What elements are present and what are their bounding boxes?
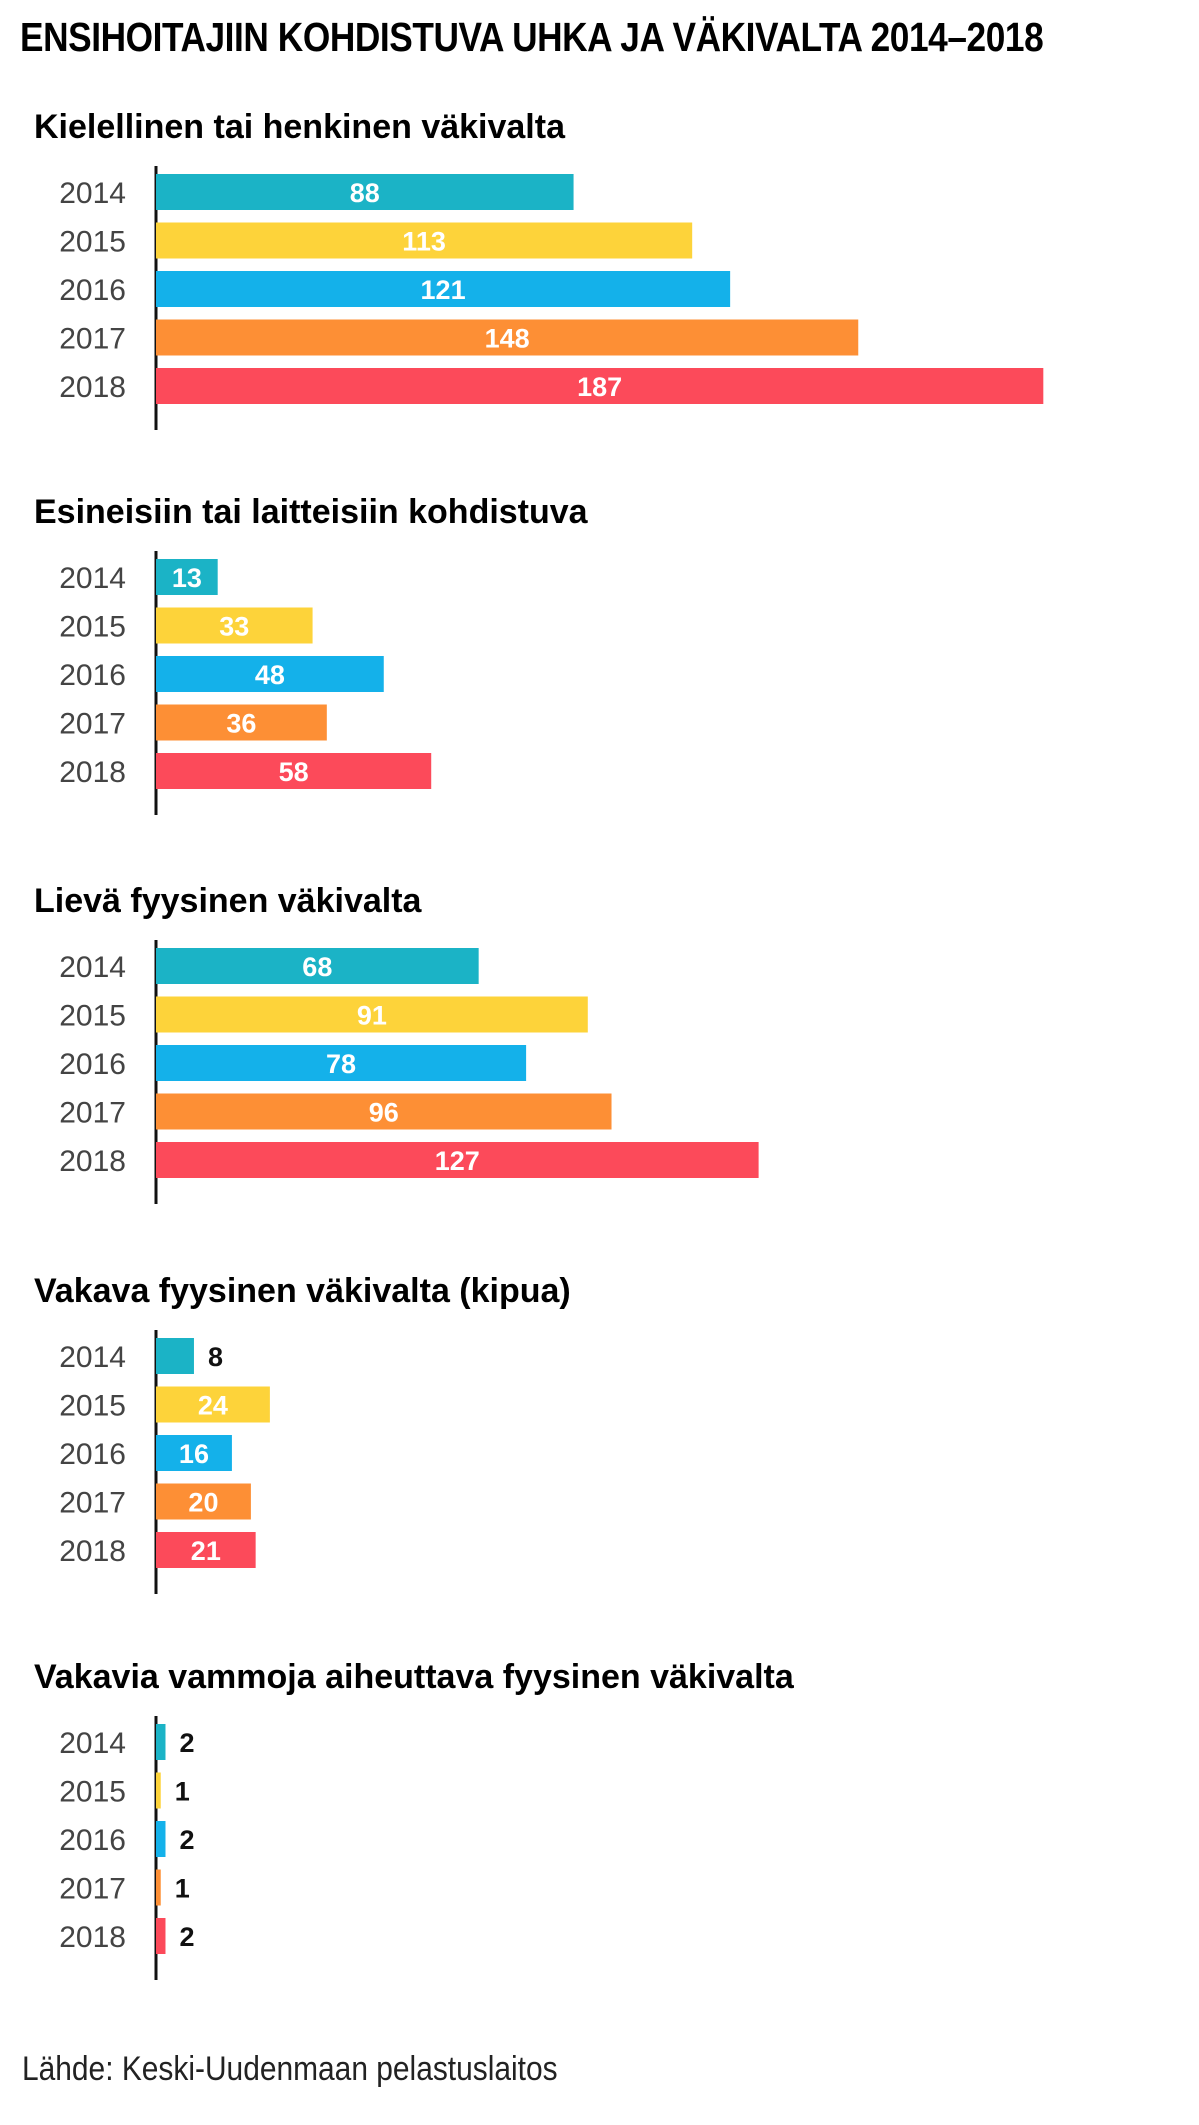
bar	[156, 1532, 256, 1568]
bar	[156, 559, 218, 595]
year-label: 2016	[59, 1824, 126, 1857]
value-label: 148	[485, 324, 530, 354]
value-label: 16	[179, 1439, 209, 1469]
year-label: 2014	[59, 951, 126, 984]
bar	[156, 753, 432, 789]
bar	[156, 222, 693, 259]
bar	[156, 1772, 161, 1809]
year-label: 2017	[59, 323, 126, 356]
year-label: 2017	[59, 708, 126, 741]
value-label: 121	[421, 275, 466, 305]
chart-panel: Vakavia vammoja aiheuttava fyysinen väki…	[34, 1658, 795, 1980]
year-label: 2018	[59, 1921, 126, 1954]
value-label: 2	[179, 1728, 194, 1758]
bar	[156, 1821, 166, 1857]
bar	[156, 174, 574, 210]
value-label: 187	[577, 372, 622, 402]
bar	[156, 1338, 194, 1374]
year-label: 2018	[59, 1535, 126, 1568]
bar	[156, 656, 384, 692]
year-label: 2014	[59, 1727, 126, 1760]
year-label: 2018	[59, 1145, 126, 1178]
year-label: 2018	[59, 756, 126, 789]
value-label: 68	[302, 952, 332, 982]
value-label: 21	[191, 1536, 221, 1566]
value-label: 2	[179, 1825, 194, 1855]
year-label: 2016	[59, 1048, 126, 1081]
bar	[156, 704, 327, 741]
year-label: 2017	[59, 1873, 126, 1906]
chart-subtitle: Lievä fyysinen väkivalta	[34, 882, 423, 920]
main-title: ENSIHOITAJIIN KOHDISTUVA UHKA JA VÄKIVAL…	[20, 14, 1044, 60]
value-label: 2	[179, 1922, 194, 1952]
value-label: 36	[226, 709, 256, 739]
value-label: 96	[369, 1098, 399, 1128]
value-label: 91	[357, 1001, 387, 1031]
year-label: 2015	[59, 1776, 126, 1809]
bar	[156, 1918, 166, 1954]
chart-subtitle: Kielellinen tai henkinen väkivalta	[34, 108, 566, 146]
year-label: 2014	[59, 562, 126, 595]
value-label: 127	[435, 1146, 480, 1176]
year-label: 2016	[59, 1438, 126, 1471]
year-label: 2015	[59, 226, 126, 259]
year-label: 2018	[59, 371, 126, 404]
value-label: 33	[219, 612, 249, 642]
value-label: 1	[175, 1777, 190, 1807]
value-label: 58	[279, 757, 309, 787]
value-label: 113	[402, 227, 446, 257]
year-label: 2017	[59, 1487, 126, 1520]
bar	[156, 271, 731, 307]
bar	[156, 368, 1044, 404]
bar	[156, 996, 588, 1033]
chart-panel: Kielellinen tai henkinen väkivalta 2014 88…	[34, 108, 1044, 430]
value-label: 1	[175, 1874, 190, 1904]
source-note: Lähde: Keski-Uudenmaan pelastuslaitos	[22, 2050, 558, 2088]
year-label: 2017	[59, 1097, 126, 1130]
chart-panel: Esineisiin tai laitteisiin kohdistuva 201…	[34, 493, 589, 815]
year-label: 2014	[59, 177, 126, 210]
year-label: 2014	[59, 1341, 126, 1374]
bar	[156, 1724, 166, 1760]
year-label: 2016	[59, 659, 126, 692]
bar	[156, 1045, 527, 1081]
value-label: 20	[188, 1488, 218, 1518]
chart-panel: Vakava fyysinen väkivalta (kipua) 2014 8 20…	[34, 1272, 571, 1594]
bar	[156, 1142, 759, 1178]
chart-subtitle: Vakavia vammoja aiheuttava fyysinen väki…	[34, 1658, 795, 1696]
bar	[156, 1483, 251, 1520]
chart-panel: Lievä fyysinen väkivalta 2014 68 2015 91 2016…	[34, 882, 759, 1204]
year-label: 2015	[59, 1390, 126, 1423]
bar	[156, 1435, 232, 1471]
value-label: 48	[255, 660, 285, 690]
value-label: 24	[198, 1391, 228, 1421]
chart-subtitle: Esineisiin tai laitteisiin kohdistuva	[34, 493, 589, 531]
bar	[156, 607, 313, 644]
bar	[156, 1869, 161, 1906]
chart-subtitle: Vakava fyysinen väkivalta (kipua)	[34, 1272, 571, 1310]
year-label: 2015	[59, 1000, 126, 1033]
value-label: 78	[326, 1049, 356, 1079]
year-label: 2015	[59, 611, 126, 644]
bar	[156, 948, 479, 984]
value-label: 13	[172, 563, 202, 593]
value-label: 8	[208, 1342, 223, 1372]
bar	[156, 1093, 612, 1130]
bar	[156, 319, 859, 356]
bar	[156, 1386, 270, 1423]
value-label: 88	[350, 178, 380, 208]
year-label: 2016	[59, 274, 126, 307]
